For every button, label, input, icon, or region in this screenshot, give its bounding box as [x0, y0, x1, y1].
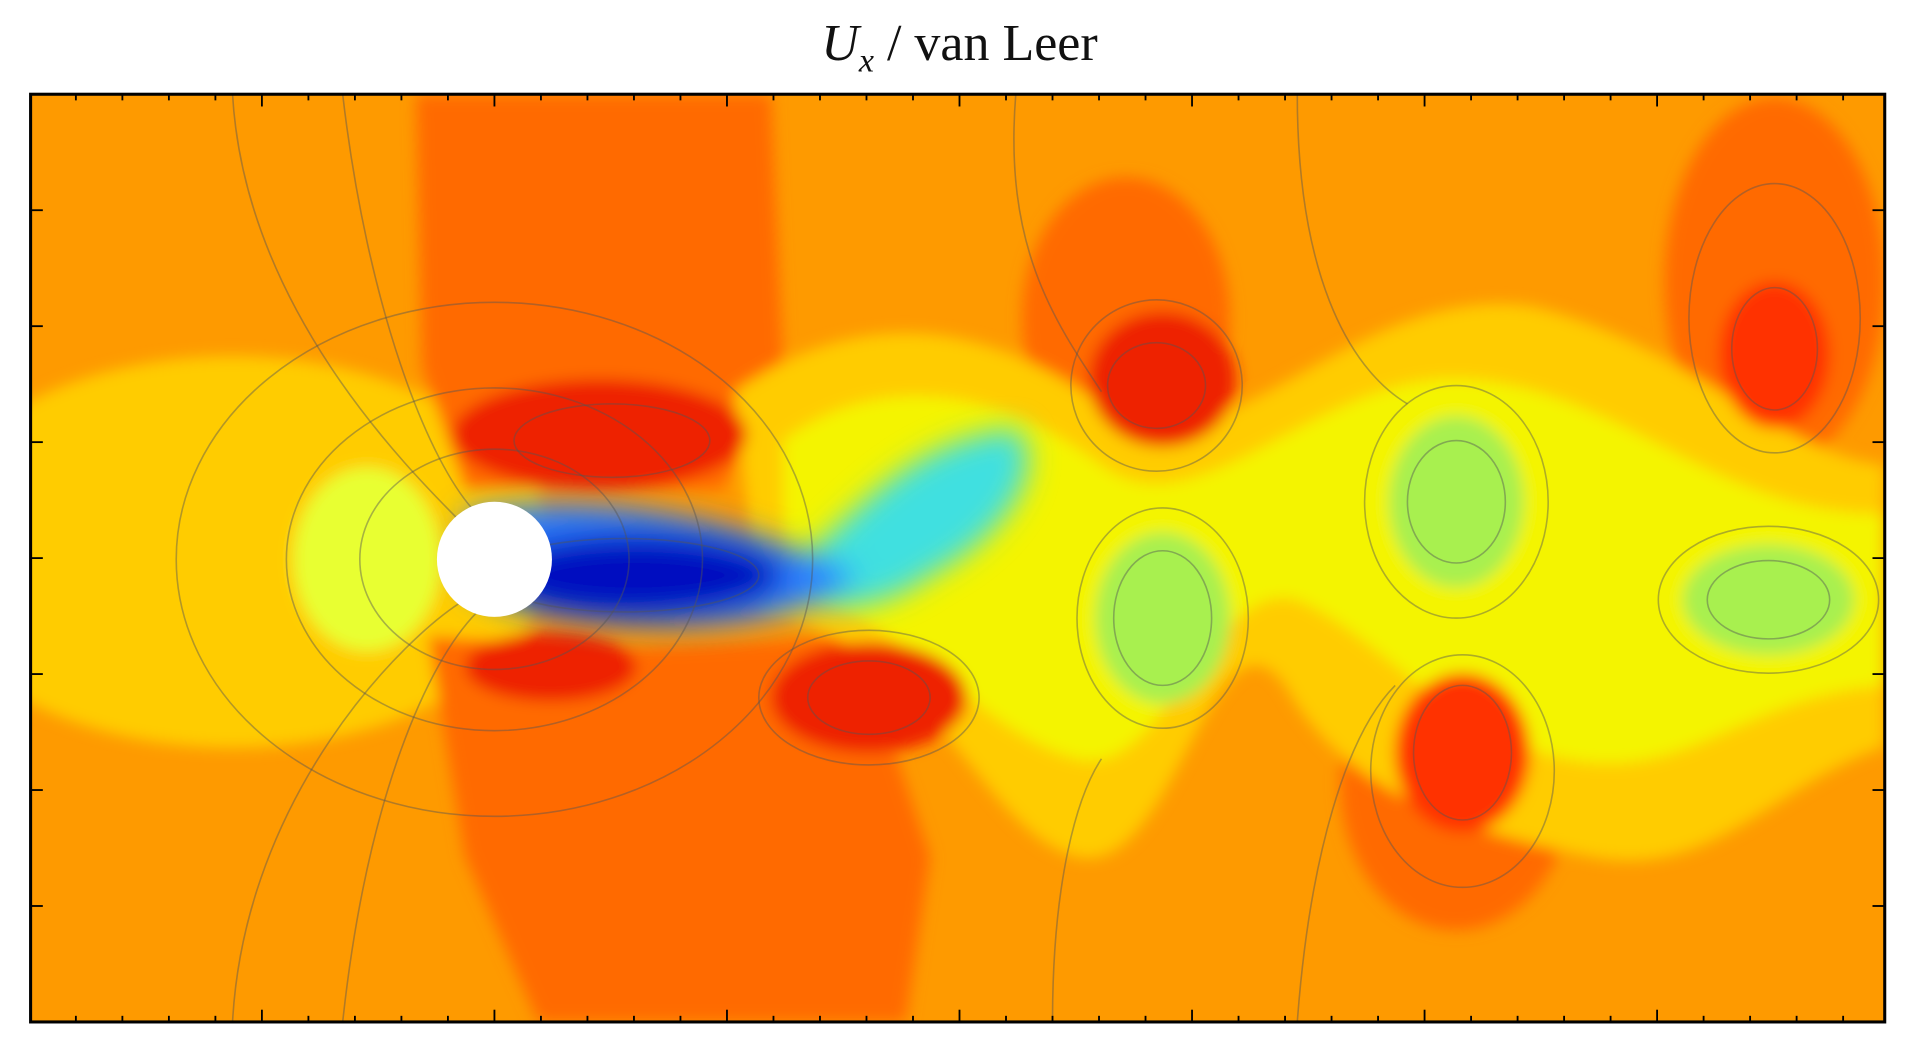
title-text: / van Leer	[886, 15, 1098, 72]
title-symbol: U	[821, 15, 859, 72]
contour-field	[30, 94, 1885, 1022]
ticks	[30, 94, 1885, 1022]
title-subscript: x	[858, 42, 874, 80]
chart-title: Ux / van Leer	[0, 14, 1919, 80]
cylinder	[436, 501, 552, 617]
